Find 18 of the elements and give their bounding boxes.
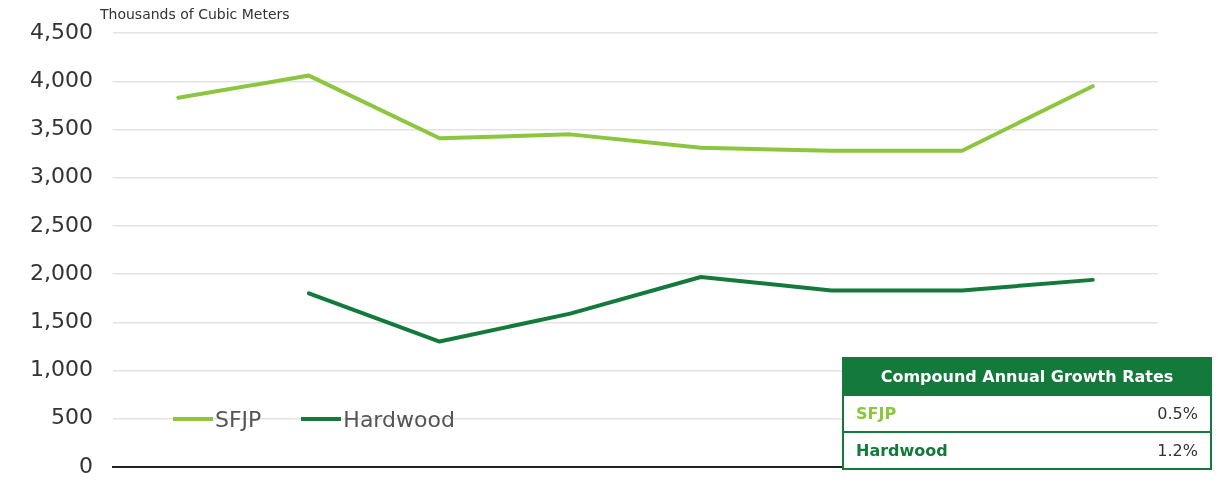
legend-label: SFJP <box>214 406 262 432</box>
y-tick-label: 3,500 <box>30 115 93 141</box>
annotation: 0.5% <box>1078 395 1211 432</box>
annotation: 1.2% <box>1078 432 1211 469</box>
y-tick-label: 2,000 <box>30 259 93 285</box>
y-tick-label: 1,000 <box>30 356 93 382</box>
annotation: Hardwood <box>843 432 1079 469</box>
y-tick-label: 500 <box>50 404 93 430</box>
y-tick-label: 1,500 <box>30 307 93 333</box>
y-tick-label: 0 <box>78 452 93 478</box>
annotation: SFJP <box>843 395 1079 432</box>
y-tick-label: 4,000 <box>30 67 93 93</box>
y-tick-label: 2,500 <box>30 211 93 237</box>
legend-label: Hardwood <box>343 406 455 432</box>
annotation: Compound Annual Growth Rates <box>843 358 1211 395</box>
y-tick-label: 3,000 <box>30 163 93 189</box>
y-tick-label: 4,500 <box>30 18 93 44</box>
y-axis-title: Thousands of Cubic Meters <box>100 6 290 22</box>
